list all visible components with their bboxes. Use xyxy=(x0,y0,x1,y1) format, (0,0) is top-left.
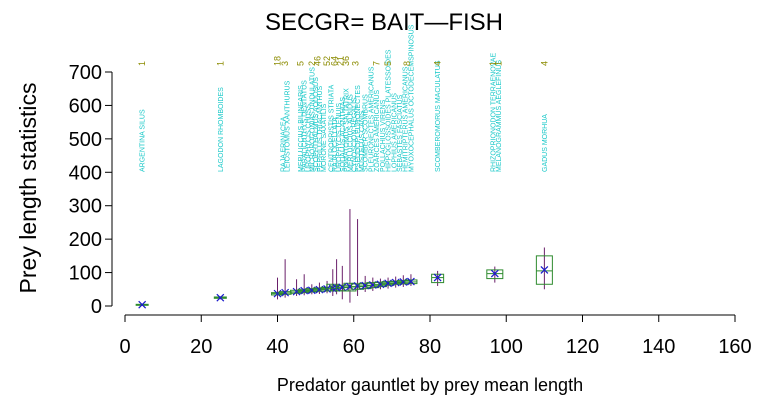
y-tick-label: 200 xyxy=(69,229,102,251)
species-label: MORONE SAXATILIS xyxy=(321,103,328,172)
box-mean-marker xyxy=(490,269,499,278)
species-label: RHIZOPRIONODON TERRAENOVAE xyxy=(490,53,497,172)
species-label: MERLUCCIUS ALBIDUS xyxy=(347,94,354,172)
count-label: 64 xyxy=(330,56,340,66)
x-tick-label: 60 xyxy=(343,336,365,358)
species-label: MYOXOCEPHALUS OCTODECEMSPINOSUS xyxy=(408,24,415,172)
species-label: MICROPOGONIAS UNDULATUS xyxy=(309,67,316,172)
chart-title: SECGR= BAIT—FISH xyxy=(265,9,503,36)
count-label: 7 xyxy=(372,61,382,66)
species-label: LEIOSTOMUS XANTHURUS xyxy=(285,80,292,172)
species-label: LAGODON RHOMBOIDES xyxy=(218,87,225,172)
box-mean-marker xyxy=(216,293,225,302)
species-labels: ARGENTINA SILUS LAGODON RHOMBOIDES RAJA ER… xyxy=(140,24,549,172)
species-label: ARGENTINA SILUS xyxy=(140,109,147,172)
count-label: 21 xyxy=(335,56,345,66)
count-label: 1 xyxy=(215,61,225,66)
x-tick-label: 160 xyxy=(718,336,751,358)
species-label: MERLUCCIUS BILINEARIS xyxy=(298,85,305,172)
x-tick-label: 0 xyxy=(119,336,130,358)
species-label: HIPPOGLOSSOIDES PLATESSOIDES xyxy=(386,49,393,172)
x-tick-label: 80 xyxy=(419,336,441,358)
species-label: SQUALUS ACANTHIAS xyxy=(340,97,347,172)
species-label: HEMITRIPTERUS AMERICANUS xyxy=(403,66,410,172)
species-label: ZOARCES AMERICANUS xyxy=(374,90,381,172)
y-tick-label: 700 xyxy=(69,62,102,84)
species-label: CYNOSCION REGALIS xyxy=(351,97,358,172)
species-label: MUSTELUS CANIS xyxy=(359,110,366,172)
species-label: UROPHYCIS TENUIS xyxy=(336,103,343,172)
count-label: 18 xyxy=(273,56,283,66)
species-label: UROPHYCIS CHUSS xyxy=(306,104,313,172)
box-mean-marker xyxy=(361,281,370,290)
y-tick-label: 600 xyxy=(69,95,102,117)
count-label: 5 xyxy=(295,61,305,66)
species-label: MELANOGRAMMUS AEGLEFINUS xyxy=(496,60,503,172)
species-label: GADUS MORHUA xyxy=(542,114,549,172)
count-label: 2 xyxy=(307,61,317,66)
species-label: SCOPHTHALMUS AQUOSUS xyxy=(313,77,320,172)
species-label: POLLACHIUS VIRENS xyxy=(380,99,387,172)
species-label: PEPRILUS TRIACANTHUS xyxy=(317,85,324,172)
count-label: 46 xyxy=(313,56,323,66)
species-label: SCOMBEROMORUS MACULATUS xyxy=(435,60,442,172)
count-label: 5 xyxy=(383,61,393,66)
count-label: 1 xyxy=(137,61,147,66)
count-label: 4 xyxy=(433,61,443,66)
species-label: PLEURONECTES AMERICANUS xyxy=(368,66,375,172)
species-label: CENTROPRISTIS STRIATA xyxy=(328,84,335,172)
count-label: 1 xyxy=(488,61,498,66)
box-mean-marker xyxy=(281,288,290,297)
box-iqr xyxy=(486,269,504,280)
count-label: 36 xyxy=(341,56,351,66)
x-axis-label: Predator gauntlet by prey mean length xyxy=(277,375,583,395)
box-mean-marker xyxy=(407,277,415,286)
y-tick-label: 100 xyxy=(69,263,102,285)
species-label: PSEUDOPLEURONECTES xyxy=(355,85,362,172)
box-iqr xyxy=(535,255,553,285)
axes: 0 20 40 60 80 100 120 140 160 0 100 200 300 400 500 600… xyxy=(69,62,752,358)
y-axis-label: Prey length statistics xyxy=(15,83,41,294)
count-label: 8 xyxy=(402,61,412,66)
x-tick-label: 40 xyxy=(266,336,288,358)
count-label: 4 xyxy=(539,61,549,66)
count-label: 3 xyxy=(280,61,290,66)
boxes xyxy=(135,209,553,309)
species-label: PARALICHTHYS DENTATUS xyxy=(302,80,309,172)
species-label: LOPHIUS AMERICANUS xyxy=(391,93,398,172)
species-label: SCOMBER SCOMBRUS xyxy=(363,94,370,172)
y-tick-label: 300 xyxy=(69,196,102,218)
box-mean-marker xyxy=(540,265,549,274)
count-label: 1 xyxy=(494,61,504,66)
x-tick-label: 140 xyxy=(642,336,675,358)
box-mean-marker xyxy=(338,283,347,292)
y-tick-label: 400 xyxy=(69,162,102,184)
x-tick-label: 120 xyxy=(566,336,599,358)
y-tick-label: 500 xyxy=(69,129,102,151)
x-tick-label: 20 xyxy=(190,336,212,358)
species-label: RAJA ERINACEA xyxy=(281,116,288,172)
species-label: SEBASTES FASCIATUS xyxy=(397,94,404,172)
x-tick-label: 100 xyxy=(490,336,523,358)
box-mean-marker xyxy=(138,300,147,309)
species-label: RAJA OCELLATA xyxy=(332,117,339,172)
count-label: 52 xyxy=(322,56,332,66)
box-iqr xyxy=(431,273,445,284)
species-label: POMATOMUS SALTATRIX xyxy=(344,88,351,172)
box-mean-marker xyxy=(433,273,442,282)
y-tick-label: 0 xyxy=(91,296,102,318)
count-label: 3 xyxy=(351,61,361,66)
